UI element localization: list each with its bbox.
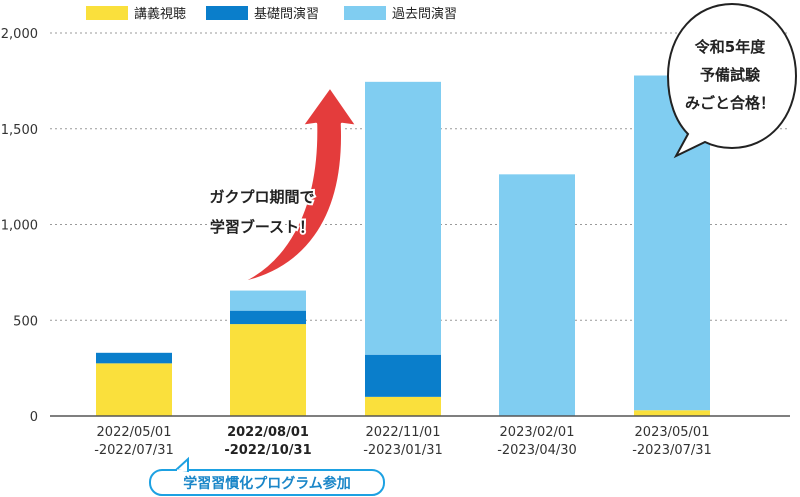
y-tick-label: 2,000	[1, 27, 38, 42]
x-tick-label: 2022/05/01	[97, 425, 172, 440]
bar-segment-0-0	[96, 363, 172, 416]
legend-swatch-basic	[206, 6, 248, 20]
y-tick-label: 1,000	[1, 219, 38, 234]
boost-caption-line-1: ガクプロ期間で	[209, 188, 314, 206]
x-tick-label: -2023/07/31	[632, 443, 712, 458]
y-tick-label: 1,500	[1, 123, 38, 138]
pass-speech-bubble: 令和5年度 予備試験 みごと合格！	[666, 2, 798, 159]
x-tick-label: 2023/05/01	[635, 425, 710, 440]
bar-segment-1-2	[230, 290, 306, 311]
bar-segment-1-0	[230, 324, 306, 416]
boost-arrow	[234, 85, 359, 286]
x-tick-label: 2022/08/01	[227, 425, 309, 440]
y-tick-label: 0	[30, 410, 38, 425]
program-badge: 学習習慣化プログラム参加	[149, 456, 385, 496]
bar-segment-0-1	[96, 352, 172, 364]
bars	[96, 75, 710, 416]
y-tick-label: 500	[13, 314, 38, 329]
legend: 講義視聴 基礎問演習 過去問演習	[86, 6, 457, 22]
bar-segment-1-1	[230, 310, 306, 325]
program-badge-text: 学習習慣化プログラム参加	[183, 475, 351, 492]
boost-arrow-body	[234, 85, 359, 286]
program-badge-box	[149, 469, 385, 496]
legend-swatch-lecture	[86, 6, 128, 20]
x-tick-label: -2022/07/31	[94, 443, 174, 458]
x-tick-label: -2022/10/31	[224, 443, 311, 458]
legend-label-basic: 基礎問演習	[254, 6, 319, 22]
bar-segment-2-1	[365, 354, 441, 397]
boost-caption-line-2: 学習ブースト！	[210, 218, 314, 236]
x-tick-label: -2023/01/31	[363, 443, 443, 458]
speech-bubble-line-3: みごと合格！	[685, 94, 775, 112]
boost-caption: ガクプロ期間で 学習ブースト！	[207, 186, 316, 238]
x-tick-label: 2022/11/01	[366, 425, 441, 440]
speech-bubble-shape	[666, 2, 798, 159]
speech-bubble-line-2: 予備試験	[700, 66, 761, 84]
bar-segment-3-2	[499, 174, 575, 416]
legend-label-lecture: 講義視聴	[134, 6, 186, 22]
x-tick-labels: 2022/05/01 -2022/07/31 2022/08/01 -2022/10/…	[94, 425, 712, 458]
bar-segment-2-2	[365, 81, 441, 355]
speech-bubble-line-1: 令和5年度	[695, 38, 766, 56]
y-tick-labels: 0 500 1,000 1,500 2,000	[1, 27, 38, 425]
program-badge-pointer	[173, 456, 189, 473]
legend-swatch-past	[344, 6, 386, 20]
bar-segment-4-0	[634, 410, 710, 416]
bar-segment-2-0	[365, 396, 441, 416]
x-tick-label: -2023/04/30	[497, 443, 577, 458]
x-tick-label: 2023/02/01	[500, 425, 575, 440]
legend-label-past: 過去問演習	[392, 6, 457, 22]
